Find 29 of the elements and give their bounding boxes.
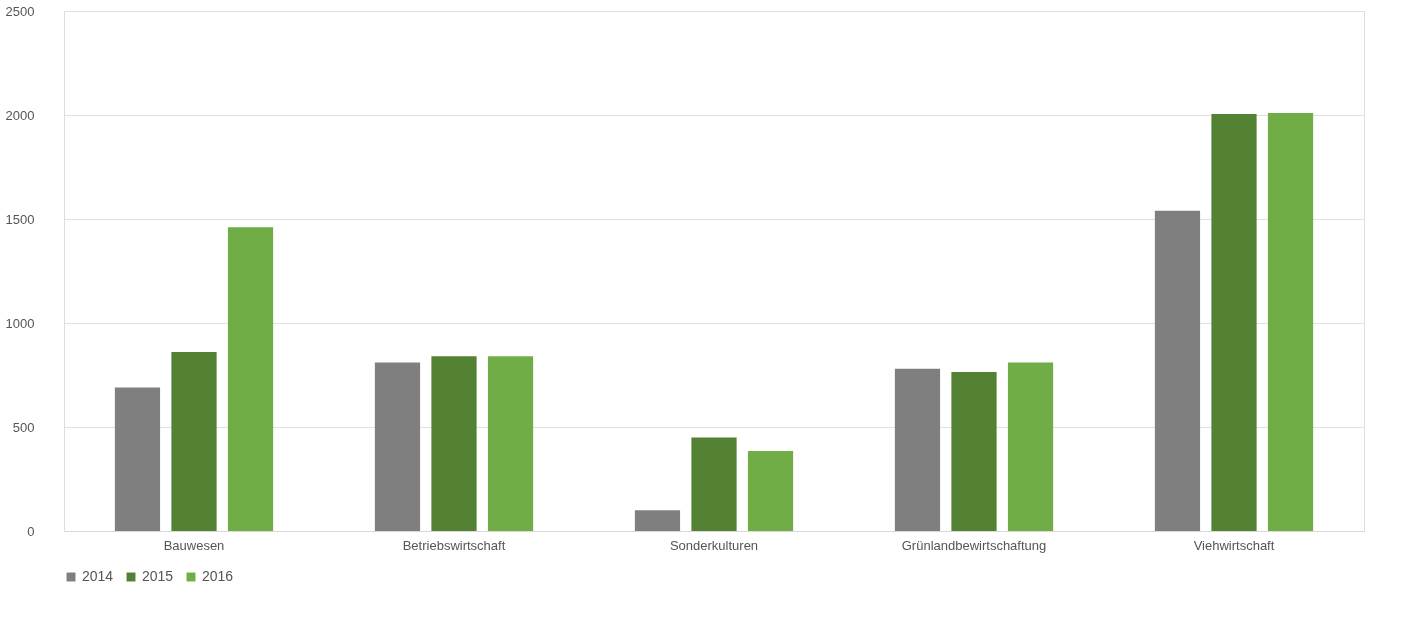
x-tick-label: Viehwirtschaft	[1193, 537, 1275, 553]
y-tick-label: 0	[27, 523, 35, 539]
x-tick-label: Betriebswirtschaft	[402, 537, 506, 553]
legend-label: 2016	[202, 568, 234, 584]
bar	[431, 356, 477, 531]
bar	[1267, 112, 1314, 531]
bar	[634, 510, 681, 531]
y-tick-label: 2500	[5, 3, 35, 19]
bar	[1154, 210, 1201, 531]
y-tick-label: 500	[12, 419, 35, 435]
bar	[1007, 362, 1054, 531]
x-tick-label: Bauwesen	[163, 537, 225, 553]
y-tick-label: 1500	[5, 211, 35, 227]
y-tick-label: 2000	[5, 107, 35, 123]
x-tick-label: Sonderkulturen	[669, 537, 759, 553]
x-tick-label: Grünlandbewirtschaftung	[901, 537, 1047, 553]
bar	[171, 352, 217, 531]
bar	[227, 227, 274, 531]
bar	[894, 368, 941, 531]
bar	[747, 450, 794, 531]
legend-label: 2015	[142, 568, 174, 584]
bar	[114, 387, 161, 531]
legend-label: 2014	[82, 568, 114, 584]
bar	[1211, 113, 1257, 531]
bar	[691, 437, 737, 531]
y-tick-label: 1000	[5, 315, 35, 331]
bar	[487, 356, 534, 531]
bar	[951, 371, 997, 531]
bar	[374, 362, 421, 531]
